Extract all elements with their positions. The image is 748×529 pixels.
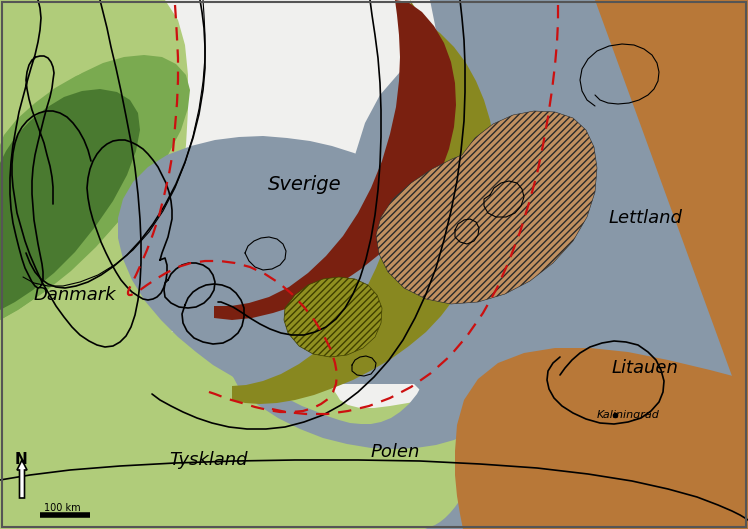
Text: N: N xyxy=(15,452,28,467)
Polygon shape xyxy=(425,0,748,529)
Polygon shape xyxy=(0,0,172,431)
Polygon shape xyxy=(214,0,456,320)
FancyArrow shape xyxy=(17,460,27,498)
Polygon shape xyxy=(455,0,748,529)
Polygon shape xyxy=(350,0,748,430)
Text: Kaliningrad: Kaliningrad xyxy=(597,410,660,420)
Polygon shape xyxy=(0,89,140,310)
Text: Litauen: Litauen xyxy=(612,359,678,377)
Text: 100 km: 100 km xyxy=(44,503,81,513)
Polygon shape xyxy=(140,0,748,451)
Polygon shape xyxy=(0,55,190,320)
Polygon shape xyxy=(0,0,160,529)
Text: Polen: Polen xyxy=(370,443,420,461)
Text: Sverige: Sverige xyxy=(269,176,342,195)
Polygon shape xyxy=(118,0,748,449)
Polygon shape xyxy=(475,0,748,529)
Polygon shape xyxy=(232,0,496,404)
Text: Lettland: Lettland xyxy=(608,209,682,227)
Text: Tyskland: Tyskland xyxy=(169,451,248,469)
Polygon shape xyxy=(284,277,382,357)
Polygon shape xyxy=(0,64,173,320)
Polygon shape xyxy=(0,0,105,295)
Polygon shape xyxy=(376,111,597,304)
Text: Danmark: Danmark xyxy=(34,286,116,304)
